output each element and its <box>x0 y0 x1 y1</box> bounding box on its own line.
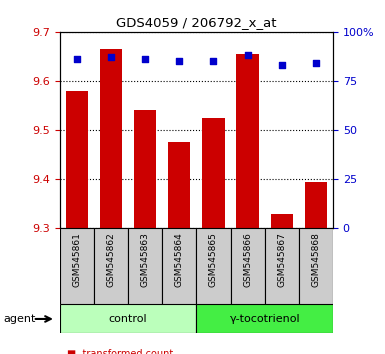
Point <box>74 57 80 62</box>
Bar <box>100 49 122 228</box>
Text: GSM545862: GSM545862 <box>106 232 115 287</box>
Bar <box>168 142 190 228</box>
Point <box>210 58 216 64</box>
Point <box>176 58 182 64</box>
Point <box>108 55 114 60</box>
Bar <box>162 228 196 304</box>
Bar <box>66 91 88 228</box>
Bar <box>231 228 264 304</box>
Text: GSM545867: GSM545867 <box>277 232 286 287</box>
Title: GDS4059 / 206792_x_at: GDS4059 / 206792_x_at <box>116 16 276 29</box>
Bar <box>203 118 224 228</box>
Bar <box>134 110 156 228</box>
Bar <box>271 213 293 228</box>
Bar <box>236 54 259 228</box>
Bar <box>305 182 327 228</box>
Bar <box>196 228 231 304</box>
Text: ■  transformed count: ■ transformed count <box>67 349 174 354</box>
Point <box>313 61 319 66</box>
Text: GSM545868: GSM545868 <box>311 232 320 287</box>
Text: control: control <box>109 314 147 324</box>
Text: GSM545866: GSM545866 <box>243 232 252 287</box>
Text: GSM545861: GSM545861 <box>72 232 81 287</box>
Text: GSM545865: GSM545865 <box>209 232 218 287</box>
Text: GSM545863: GSM545863 <box>141 232 150 287</box>
Bar <box>299 228 333 304</box>
Point <box>244 53 251 58</box>
Bar <box>264 228 299 304</box>
Bar <box>128 228 162 304</box>
Text: GSM545864: GSM545864 <box>175 232 184 287</box>
Bar <box>94 228 128 304</box>
Bar <box>196 304 333 333</box>
Text: agent: agent <box>4 314 36 324</box>
Point <box>142 57 148 62</box>
Bar <box>60 304 196 333</box>
Bar <box>60 228 94 304</box>
Point <box>279 62 285 68</box>
Text: γ-tocotrienol: γ-tocotrienol <box>229 314 300 324</box>
